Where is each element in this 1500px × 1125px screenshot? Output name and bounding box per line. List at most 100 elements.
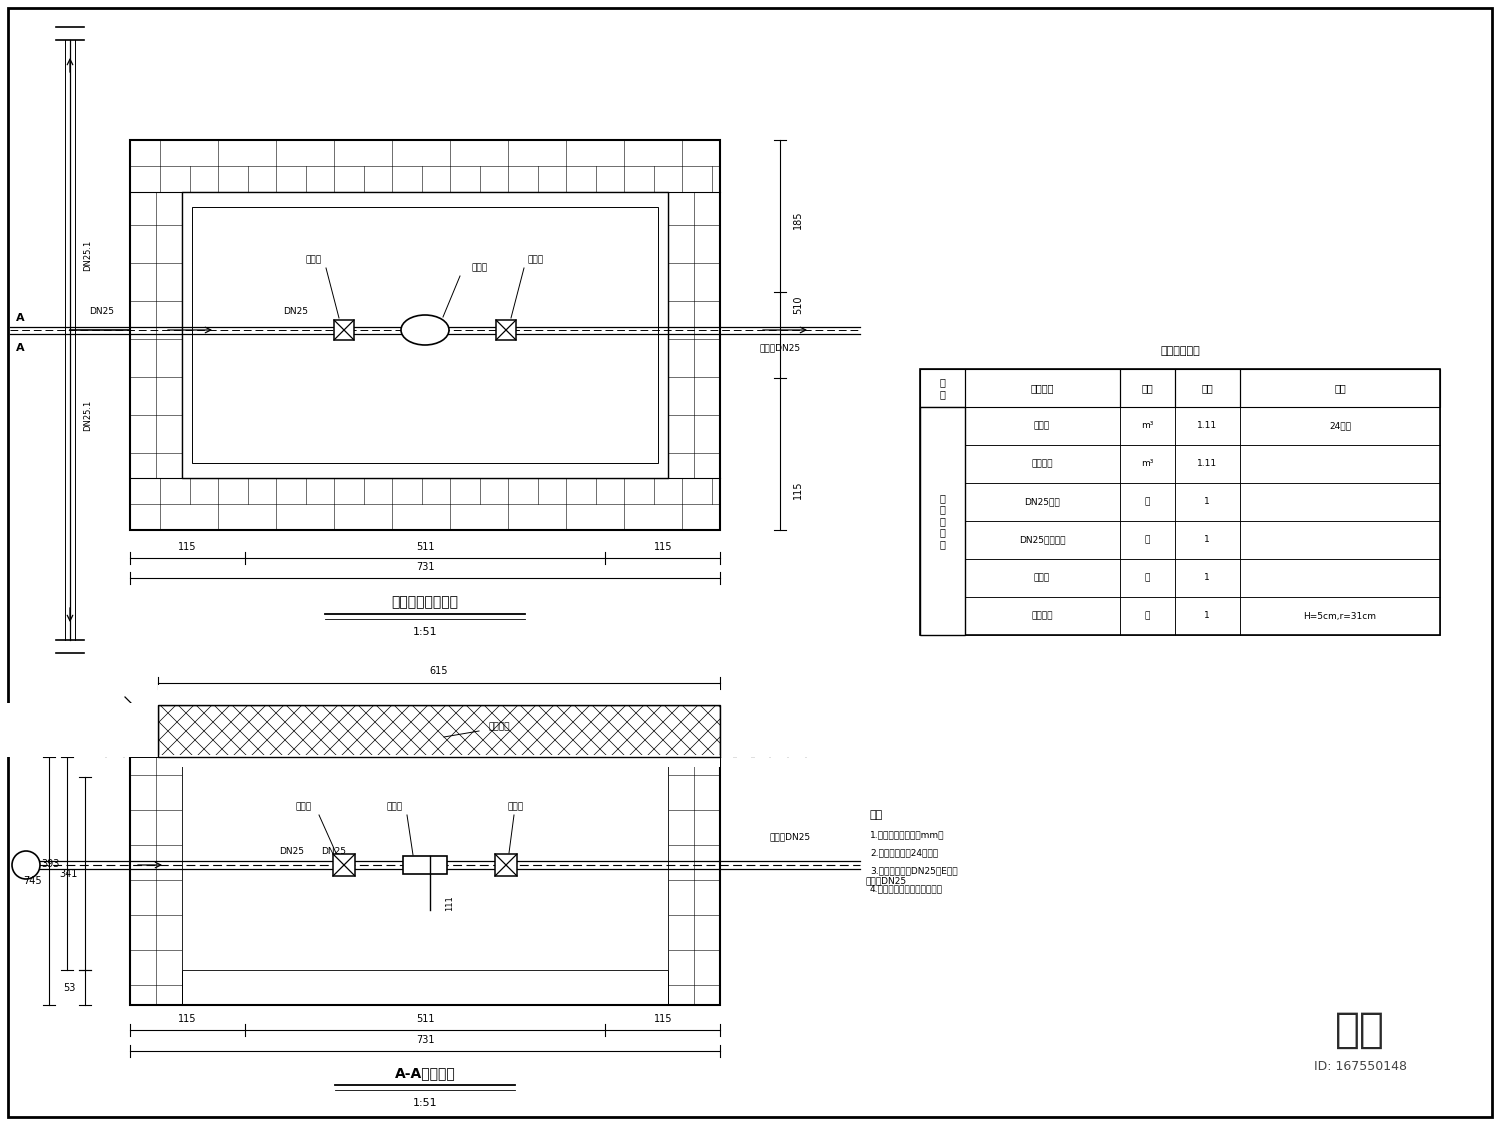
Text: 1:51: 1:51 bbox=[413, 627, 438, 637]
Text: 入户阀: 入户阀 bbox=[509, 802, 524, 811]
Text: 说明: 说明 bbox=[870, 810, 883, 820]
Bar bbox=[334, 319, 354, 340]
Text: 入户阀: 入户阀 bbox=[528, 255, 544, 264]
Bar bbox=[964, 559, 1120, 597]
Bar bbox=[964, 597, 1120, 634]
Bar bbox=[130, 705, 720, 1005]
Text: 1: 1 bbox=[1204, 497, 1210, 506]
Text: 入户表: 入户表 bbox=[387, 802, 404, 811]
Text: 1: 1 bbox=[1204, 574, 1210, 583]
Text: 备注: 备注 bbox=[1334, 382, 1346, 393]
Text: 1: 1 bbox=[1204, 612, 1210, 621]
Text: 185: 185 bbox=[794, 210, 802, 230]
Text: 入
户
水
表
井: 入 户 水 表 井 bbox=[939, 493, 945, 549]
Text: DN25: DN25 bbox=[321, 846, 346, 855]
Text: 115: 115 bbox=[177, 542, 197, 552]
Bar bbox=[1240, 407, 1440, 446]
Text: 部
位: 部 位 bbox=[939, 377, 945, 398]
Bar bbox=[1174, 369, 1240, 407]
Text: 入户管DN25: 入户管DN25 bbox=[770, 832, 810, 842]
Text: 入户表: 入户表 bbox=[1034, 574, 1050, 583]
Bar bbox=[1240, 483, 1440, 521]
Text: 砖砌体: 砖砌体 bbox=[1034, 422, 1050, 431]
Text: 731: 731 bbox=[416, 562, 435, 572]
Text: 511: 511 bbox=[416, 1014, 435, 1024]
Bar bbox=[1120, 369, 1174, 407]
Bar bbox=[1174, 446, 1240, 483]
Text: 个: 个 bbox=[1144, 574, 1149, 583]
Bar bbox=[1240, 597, 1440, 634]
Text: 入户水表井平面图: 入户水表井平面图 bbox=[392, 595, 459, 609]
Bar bbox=[920, 446, 964, 483]
Bar bbox=[192, 207, 658, 464]
Text: 个: 个 bbox=[1144, 536, 1149, 544]
Bar bbox=[1240, 446, 1440, 483]
Text: 1: 1 bbox=[1204, 536, 1210, 544]
Text: 管锁阀: 管锁阀 bbox=[296, 802, 312, 811]
Text: 1.11: 1.11 bbox=[1197, 422, 1216, 431]
Text: 510: 510 bbox=[794, 296, 802, 314]
Bar bbox=[1174, 559, 1240, 597]
Bar bbox=[1240, 521, 1440, 559]
Bar bbox=[0, 703, 158, 757]
Bar bbox=[130, 757, 182, 1005]
Text: 115: 115 bbox=[794, 480, 802, 500]
Bar bbox=[158, 685, 720, 705]
Text: 知末: 知末 bbox=[1335, 1009, 1384, 1051]
Text: A-A竖剖面图: A-A竖剖面图 bbox=[394, 1066, 456, 1080]
Text: 115: 115 bbox=[654, 1014, 672, 1024]
Text: 1.11: 1.11 bbox=[1197, 459, 1216, 468]
Bar bbox=[1174, 597, 1240, 634]
Bar bbox=[920, 407, 964, 446]
Bar bbox=[668, 757, 720, 1005]
Bar bbox=[920, 597, 964, 634]
Text: 个: 个 bbox=[1144, 497, 1149, 506]
Circle shape bbox=[12, 850, 40, 879]
Text: A: A bbox=[15, 343, 24, 353]
Text: 入户管DN25: 入户管DN25 bbox=[759, 343, 801, 352]
Bar bbox=[1120, 407, 1174, 446]
Bar bbox=[1174, 483, 1240, 521]
Bar bbox=[333, 854, 356, 876]
Bar bbox=[964, 521, 1120, 559]
Bar bbox=[920, 407, 964, 634]
Text: 24砖墙: 24砖墙 bbox=[1329, 422, 1352, 431]
Text: 单位: 单位 bbox=[1142, 382, 1154, 393]
Bar bbox=[130, 140, 720, 530]
Bar bbox=[1174, 521, 1240, 559]
Bar bbox=[920, 369, 964, 407]
Text: DN25闸阀: DN25闸阀 bbox=[1024, 497, 1060, 506]
Text: 入户管DN25: 入户管DN25 bbox=[865, 876, 906, 885]
Bar bbox=[1240, 369, 1440, 407]
Bar bbox=[496, 319, 516, 340]
Bar bbox=[964, 369, 1120, 407]
Text: 115: 115 bbox=[177, 1014, 197, 1024]
Text: 615: 615 bbox=[429, 666, 448, 676]
Text: 铁制井盖: 铁制井盖 bbox=[1032, 612, 1053, 621]
Text: DN25: DN25 bbox=[279, 846, 304, 855]
Bar bbox=[158, 705, 720, 757]
Bar bbox=[920, 559, 964, 597]
Bar bbox=[1174, 407, 1240, 446]
Text: 53: 53 bbox=[63, 983, 75, 993]
Bar bbox=[1120, 446, 1174, 483]
Text: 393: 393 bbox=[42, 860, 60, 868]
Text: 入户表: 入户表 bbox=[472, 263, 488, 272]
Bar bbox=[495, 854, 517, 876]
Text: 731: 731 bbox=[416, 1035, 435, 1045]
Text: DN25待堵闸阀: DN25待堵闸阀 bbox=[1019, 536, 1065, 544]
Text: 管锁阀: 管锁阀 bbox=[306, 255, 322, 264]
Text: 3.入户水表采用DN25的E表。: 3.入户水表采用DN25的E表。 bbox=[870, 866, 957, 875]
Text: 个: 个 bbox=[1144, 612, 1149, 621]
Text: DN25: DN25 bbox=[90, 307, 114, 316]
Bar bbox=[920, 483, 964, 521]
Bar bbox=[1120, 521, 1174, 559]
Text: 2.砖砌墙厚度为24砖墙。: 2.砖砌墙厚度为24砖墙。 bbox=[870, 848, 938, 857]
Text: 土方开挖: 土方开挖 bbox=[1032, 459, 1053, 468]
Text: DN25.1: DN25.1 bbox=[84, 240, 93, 271]
Text: m³: m³ bbox=[1142, 459, 1154, 468]
Text: H=5cm,r=31cm: H=5cm,r=31cm bbox=[1304, 612, 1377, 621]
Text: 115: 115 bbox=[654, 542, 672, 552]
Text: DN25: DN25 bbox=[284, 307, 309, 316]
Text: 511: 511 bbox=[416, 542, 435, 552]
